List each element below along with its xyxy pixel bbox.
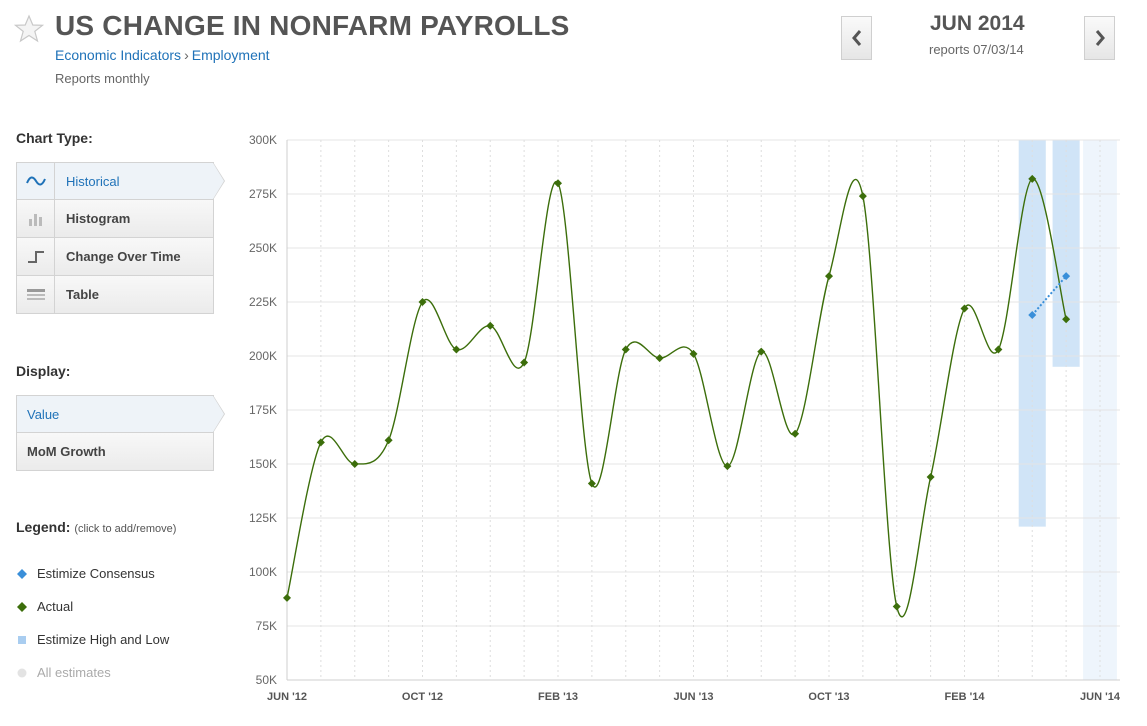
chart-type-label-change-over-time: Change Over Time xyxy=(66,249,181,264)
legend-label-estimize-high-low: Estimize High and Low xyxy=(37,632,170,647)
actual-data-point xyxy=(554,179,562,188)
y-tick-label: 175K xyxy=(249,403,277,417)
breadcrumb-economic-indicators[interactable]: Economic Indicators xyxy=(55,47,182,63)
step-icon xyxy=(17,238,55,275)
legend-item-all-estimates[interactable]: All estimates xyxy=(16,665,111,680)
actual-data-point xyxy=(994,345,1003,354)
circle-marker-icon xyxy=(16,668,28,678)
consensus-data-point xyxy=(1028,310,1037,319)
chart-type-label-historical: Historical xyxy=(66,173,120,189)
actual-data-point xyxy=(689,349,698,358)
report-frequency: Reports monthly xyxy=(55,71,150,86)
table-icon xyxy=(17,276,55,313)
actual-data-point xyxy=(791,429,800,438)
y-tick-label: 275K xyxy=(249,187,277,201)
chart-type-histogram[interactable]: Histogram xyxy=(16,200,214,238)
diamond-marker-icon xyxy=(16,568,28,579)
actual-data-point xyxy=(892,602,901,611)
x-tick-label: FEB '13 xyxy=(538,691,578,703)
display-value[interactable]: Value xyxy=(16,395,225,433)
diamond-marker-icon xyxy=(16,601,28,612)
actual-data-point xyxy=(486,321,495,330)
actual-data-point xyxy=(452,345,461,354)
actual-data-point xyxy=(384,436,393,445)
wave-icon xyxy=(17,163,55,199)
y-tick-label: 225K xyxy=(249,295,277,309)
bars-icon xyxy=(17,200,55,237)
actual-data-point xyxy=(316,438,325,447)
actual-data-point xyxy=(723,462,732,471)
legend-label: Legend: (click to add/remove) xyxy=(16,519,176,535)
report-date: reports 07/03/14 xyxy=(929,42,1024,57)
display-label-mom-growth: MoM Growth xyxy=(27,444,106,459)
y-tick-label: 200K xyxy=(249,349,277,363)
favorite-star-icon[interactable] xyxy=(14,14,44,44)
next-period-button[interactable] xyxy=(1084,16,1115,60)
x-tick-label: OCT '12 xyxy=(402,691,443,703)
y-tick-label: 125K xyxy=(249,511,277,525)
actual-data-point xyxy=(621,345,630,354)
legend-label-actual: Actual xyxy=(37,599,74,614)
consensus-series-line xyxy=(1031,275,1067,316)
display-label-value: Value xyxy=(27,406,60,422)
chart-type-historical[interactable]: Historical xyxy=(16,162,225,200)
actual-data-point xyxy=(418,298,427,306)
breadcrumb-separator: › xyxy=(184,47,189,63)
chart-type-label: Chart Type: xyxy=(16,130,93,146)
x-tick-label: OCT '13 xyxy=(808,691,849,703)
actual-data-point xyxy=(825,272,833,281)
actual-series-line xyxy=(286,178,1067,618)
y-tick-label: 250K xyxy=(249,241,277,255)
display-menu: Value MoM Growth xyxy=(16,395,225,471)
display-mom-growth[interactable]: MoM Growth xyxy=(16,433,214,471)
x-tick-label: JUN '14 xyxy=(1080,691,1121,703)
estimize-range-bar xyxy=(1052,140,1080,367)
x-tick-label: JUN '12 xyxy=(267,691,307,703)
breadcrumb: Economic Indicators › Employment xyxy=(55,47,270,63)
y-tick-label: 75K xyxy=(256,619,277,633)
actual-data-point xyxy=(1062,315,1071,324)
display-label: Display: xyxy=(16,363,71,379)
y-tick-label: 150K xyxy=(249,457,277,471)
y-tick-label: 50K xyxy=(256,673,277,687)
chart-type-table[interactable]: Table xyxy=(16,276,214,314)
chart-type-label-histogram: Histogram xyxy=(66,211,131,226)
actual-data-point xyxy=(960,304,969,313)
actual-data-point xyxy=(926,472,935,481)
chart-type-menu: Historical Histogram Change Over Time Ta… xyxy=(16,162,225,314)
consensus-data-point xyxy=(1062,272,1071,281)
chevron-left-icon xyxy=(851,30,861,46)
actual-data-point xyxy=(350,460,359,468)
x-tick-label: JUN '13 xyxy=(674,691,714,703)
y-tick-label: 100K xyxy=(249,565,277,579)
legend-item-estimize-high-low[interactable]: Estimize High and Low xyxy=(16,632,169,647)
actual-data-point xyxy=(283,593,291,602)
square-marker-icon xyxy=(16,635,28,644)
actual-data-point xyxy=(587,479,596,488)
y-tick-label: 300K xyxy=(249,133,277,147)
legend-label-estimize-consensus: Estimize Consensus xyxy=(37,566,155,581)
legend-title: Legend: xyxy=(16,519,71,535)
actual-data-point xyxy=(520,358,529,367)
previous-period-button[interactable] xyxy=(841,16,872,60)
actual-data-point xyxy=(655,354,664,363)
actual-data-point xyxy=(1028,174,1037,183)
period-title: JUN 2014 xyxy=(930,12,1025,35)
actual-data-point xyxy=(757,347,766,356)
legend-label-all-estimates: All estimates xyxy=(37,665,111,680)
legend-item-estimize-consensus[interactable]: Estimize Consensus xyxy=(16,566,155,581)
x-tick-label: FEB '14 xyxy=(945,691,986,703)
chart-type-label-table: Table xyxy=(66,287,99,302)
legend-item-actual[interactable]: Actual xyxy=(16,599,73,614)
page-title: US CHANGE IN NONFARM PAYROLLS xyxy=(55,10,570,41)
legend-hint: (click to add/remove) xyxy=(74,523,177,535)
chevron-right-icon xyxy=(1095,30,1105,46)
actual-data-point xyxy=(858,192,867,201)
breadcrumb-employment[interactable]: Employment xyxy=(191,47,270,63)
chart-type-change-over-time[interactable]: Change Over Time xyxy=(16,238,214,276)
